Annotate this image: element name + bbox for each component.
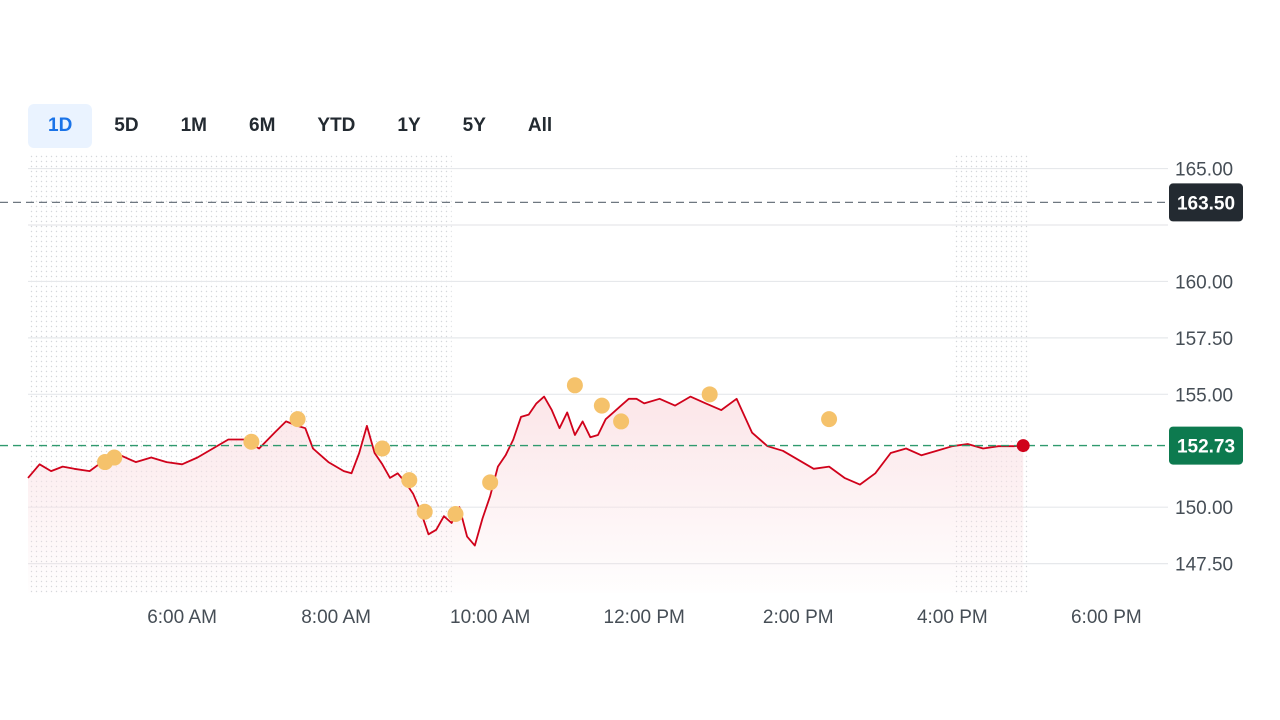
y-tick-label: 165.00 [1175,160,1233,181]
event-marker [593,397,610,414]
y-tick-label: 157.50 [1175,329,1233,350]
x-tick-label: 6:00 AM [147,607,217,628]
tab-ytd[interactable]: YTD [317,115,356,136]
y-tick-label: 160.00 [1175,272,1233,293]
event-marker [566,377,583,394]
tab-6m[interactable]: 6M [249,115,276,136]
x-tick-label: 2:00 PM [763,607,834,628]
tab-1y[interactable]: 1Y [397,115,421,136]
x-tick-label: 8:00 AM [301,607,371,628]
x-tick-label: 12:00 PM [604,607,685,628]
y-axis: 165.00 160.00 157.50 155.00 152.73 150.00 147.… [1175,160,1233,576]
event-marker [821,411,838,428]
event-marker [106,449,123,466]
event-marker [613,413,630,430]
tab-5y[interactable]: 5Y [462,115,486,136]
event-marker [374,440,391,457]
y-tick-label: 155.00 [1175,385,1233,406]
x-tick-label: 4:00 PM [917,607,988,628]
event-markers [97,377,1030,522]
event-marker [482,474,499,491]
reference-price-badge-bg [1169,183,1243,222]
event-marker [243,433,260,450]
x-tick-label: 6:00 PM [1071,607,1142,628]
event-marker [416,503,433,520]
event-marker [289,411,306,428]
range-tabs: 1D 5D 1M 6M YTD 1Y 5Y All [28,104,574,148]
event-marker [447,505,464,522]
x-axis: 6:00 AM 8:00 AM 10:00 AM 12:00 PM 2:00 PM 4:0… [147,607,1142,628]
tab-1d[interactable]: 1D [28,104,93,148]
tab-5d[interactable]: 5D [114,115,139,136]
reference-price-badge-label: 163.50 [1177,193,1235,214]
price-badges: 163.50 152.73 [1169,183,1243,465]
y-tick-label: 150.00 [1175,498,1233,519]
tab-all[interactable]: All [527,115,553,136]
event-marker [401,472,418,489]
tab-1m[interactable]: 1M [180,115,207,136]
event-marker [701,386,718,403]
current-price-dot [1016,439,1030,453]
current-price-badge-bg [1169,426,1243,465]
y-tick-label: 147.50 [1175,555,1233,576]
x-tick-label: 10:00 AM [450,607,530,628]
current-price-badge-label: 152.73 [1177,437,1235,458]
